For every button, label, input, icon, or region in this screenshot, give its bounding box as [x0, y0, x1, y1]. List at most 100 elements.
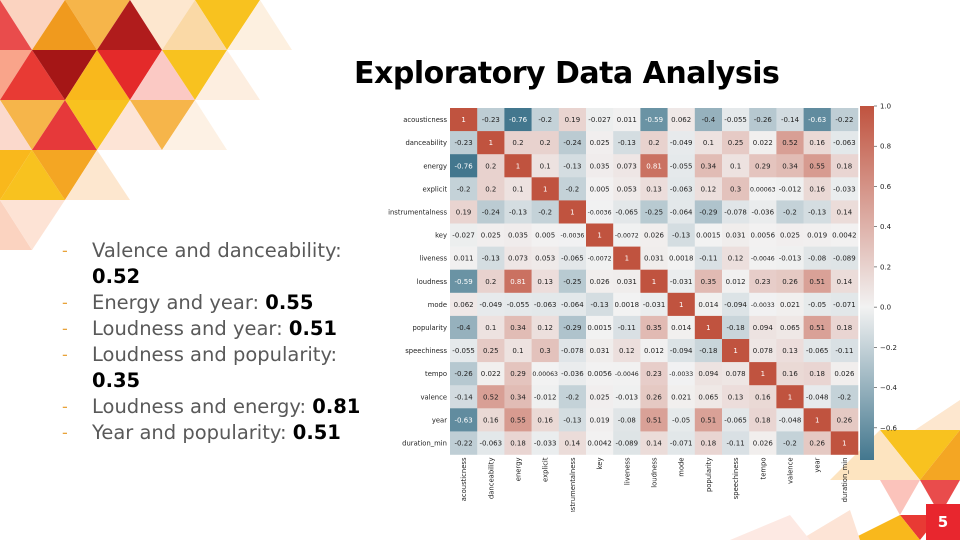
heatmap-cell-label: -0.2 — [538, 208, 552, 216]
heatmap-cell-label: 0.13 — [537, 278, 553, 286]
heatmap-cell-label: 0.062 — [671, 116, 691, 124]
bullet-item: - Loudness and energy: 0.81 — [62, 394, 362, 420]
bullet-item: - Valence and danceability: 0.52 — [62, 238, 362, 290]
colorbar-tick-label: −0.6 — [880, 424, 898, 432]
heatmap-cell — [531, 269, 560, 294]
heatmap-cell-label: 0.053 — [617, 185, 637, 193]
heatmap-cell — [613, 339, 641, 363]
heatmap-column-label: acousticness — [460, 457, 468, 501]
heatmap-row-label: mode — [428, 301, 447, 309]
heatmap-cell — [722, 131, 750, 155]
heatmap-cell — [450, 315, 478, 340]
heatmap-cell-label: -0.18 — [727, 324, 745, 332]
heatmap-cell-label: -0.0033 — [669, 371, 693, 378]
heatmap-cell-label: 1 — [679, 301, 683, 309]
heatmap-cell — [504, 431, 532, 455]
heatmap-cell-label: 0.014 — [698, 301, 719, 309]
heatmap-cell-label: 0.0018 — [615, 301, 640, 309]
heatmap-cell — [830, 339, 859, 363]
heatmap-cell-label: 0.14 — [837, 278, 853, 286]
heatmap-cell — [558, 223, 587, 247]
bullet-value: 0.52 — [92, 265, 141, 288]
heatmap-cell-label: 0.18 — [755, 416, 771, 424]
heatmap-cell — [477, 223, 505, 247]
heatmap-cell-label: -0.2 — [457, 185, 471, 193]
bullet-value: 0.51 — [288, 317, 338, 340]
heatmap-cell — [558, 408, 587, 432]
heatmap-cell-label: 0.51 — [701, 416, 717, 424]
heatmap-cell-label: 0.55 — [809, 162, 825, 170]
heatmap-cell — [694, 269, 723, 294]
heatmap-cell-label: 0.16 — [483, 416, 499, 424]
heatmap-cell-label: 0.021 — [671, 393, 691, 401]
heatmap-cell-label: -0.2 — [538, 116, 552, 124]
heatmap-cell-label: 0.014 — [671, 324, 692, 332]
colorbar-tick-label: 1.0 — [880, 103, 891, 111]
heatmap-cell-label: 0.26 — [782, 278, 798, 286]
heatmap-cell — [504, 385, 532, 409]
bullet-list: - Valence and danceability: 0.52 - Energy … — [62, 238, 362, 446]
heatmap-column-label: year — [814, 457, 822, 472]
heatmap-cell — [531, 131, 560, 155]
heatmap-cell-label: 0.031 — [726, 232, 746, 240]
heatmap-cell — [504, 177, 532, 201]
heatmap-cell — [776, 431, 804, 455]
heatmap-cell — [613, 315, 641, 340]
heatmap-cell — [504, 408, 532, 432]
heatmap-cell-label: 0.16 — [755, 393, 771, 401]
bullet-text: Loudness and popularity: — [92, 343, 338, 366]
heatmap-cell — [749, 131, 777, 155]
heatmap-cell-label: -0.2 — [783, 439, 797, 447]
heatmap-cell — [586, 408, 614, 432]
heatmap-column-label: key — [596, 458, 604, 470]
heatmap-cell — [830, 223, 859, 247]
heatmap-cell-label: -0.048 — [806, 393, 829, 401]
heatmap-cell — [722, 408, 750, 432]
heatmap-cell-label: 1 — [706, 324, 710, 332]
heatmap-cell-label: 0.1 — [540, 162, 551, 170]
heatmap-cell — [694, 315, 723, 340]
heatmap-cell-label: -0.22 — [455, 439, 473, 447]
heatmap-cell — [477, 246, 505, 270]
heatmap-cell-label: 0.073 — [508, 255, 528, 263]
heatmap-cell — [776, 177, 804, 201]
bullet-dash: - — [62, 241, 68, 260]
heatmap-cell-label: 0.3 — [540, 347, 551, 355]
heatmap-cell — [830, 246, 859, 270]
heatmap-cell — [586, 131, 614, 155]
heatmap-column-label: tempo — [759, 458, 767, 480]
heatmap-cell — [450, 246, 478, 270]
heatmap-cell — [531, 246, 560, 270]
heatmap-cell-label: 0.025 — [590, 393, 610, 401]
heatmap-cell-label: -0.05 — [672, 416, 690, 424]
heatmap-cell — [450, 177, 478, 201]
heatmap-cell-label: 0.012 — [726, 278, 746, 286]
heatmap-cell — [613, 177, 641, 201]
colorbar-tick-label: 0.2 — [880, 263, 891, 271]
slide-title: Exploratory Data Analysis — [354, 56, 780, 91]
heatmap-cell — [477, 131, 505, 155]
heatmap-cell — [803, 154, 832, 178]
heatmap-cell — [558, 131, 587, 155]
heatmap-cell — [558, 177, 587, 201]
heatmap-cell — [749, 292, 777, 317]
heatmap-cell — [504, 200, 532, 224]
heatmap-cell-label: -0.078 — [724, 208, 747, 216]
heatmap-row-label: popularity — [412, 324, 447, 332]
heatmap-cell — [694, 408, 723, 432]
bullet-value: 0.81 — [312, 395, 361, 418]
colorbar-tick-label: −0.4 — [880, 384, 898, 392]
heatmap-cell-label: 0.0015 — [587, 324, 612, 332]
heatmap-cell-label: -0.13 — [618, 139, 636, 147]
heatmap-cell-label: -0.064 — [670, 208, 693, 216]
heatmap-cell — [830, 200, 859, 224]
heatmap-cell — [558, 292, 587, 317]
heatmap-cell — [776, 385, 804, 409]
heatmap-cell — [722, 223, 750, 247]
heatmap-cell — [558, 246, 587, 270]
heatmap-cell — [749, 315, 777, 340]
heatmap-cell — [722, 269, 750, 294]
heatmap-cell-label: 0.025 — [780, 232, 800, 240]
heatmap-cell — [640, 362, 668, 386]
heatmap-cell-label: -0.0046 — [615, 371, 639, 378]
